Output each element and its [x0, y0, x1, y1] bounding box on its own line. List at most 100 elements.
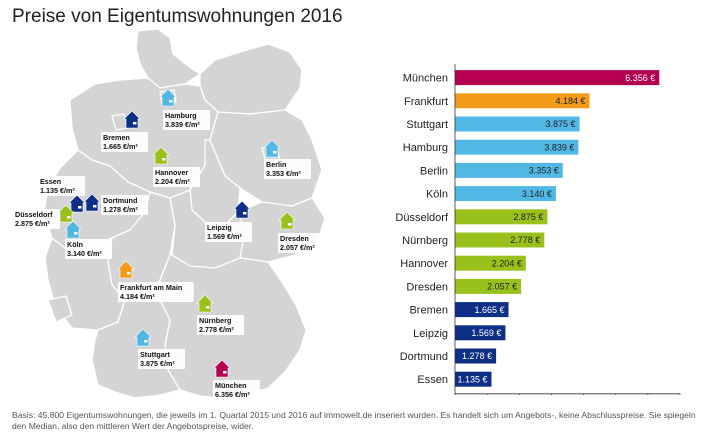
house-icon — [152, 146, 170, 165]
footnote: Basis: 45.800 Eigentumswohnungen, die je… — [12, 410, 696, 431]
category-label: Berlin — [420, 165, 448, 177]
map-city-label: Hamburg — [165, 111, 197, 120]
bar — [455, 302, 509, 318]
map-city-label: Stuttgart — [140, 350, 171, 359]
map-price-label: 1.278 €/m² — [103, 205, 138, 214]
value-label: 1.665 € — [474, 305, 504, 315]
bar — [455, 139, 579, 155]
map-price-label: 3.353 €/m² — [266, 169, 301, 178]
value-label: 3.875 € — [546, 119, 576, 129]
bar — [455, 162, 563, 178]
map-price-label: 2.875 €/m² — [15, 219, 50, 228]
map-price-label: 1.135 €/m² — [40, 186, 75, 195]
bar — [455, 232, 545, 248]
category-label: Dresden — [406, 281, 448, 293]
house-icon — [213, 359, 231, 378]
map-price-label: 1.665 €/m² — [103, 142, 138, 151]
germany-states — [43, 28, 326, 399]
bar — [455, 348, 497, 364]
state-saarland — [47, 295, 73, 323]
map-city-label: München — [215, 381, 247, 390]
house-icon — [278, 211, 296, 230]
value-label: 3.353 € — [529, 166, 559, 176]
house-icon — [123, 110, 141, 129]
value-label: 2.057 € — [487, 282, 517, 292]
house-icon — [233, 200, 251, 219]
house-icon — [68, 194, 86, 213]
bar — [455, 278, 522, 294]
bar-chart-inner: München 6.356 € Frankfurt 4.184 € Stuttgart 3… — [395, 64, 681, 395]
bar — [455, 186, 556, 202]
bar — [455, 93, 590, 109]
map-city-label: Bremen — [103, 133, 130, 142]
map-price-label: 2.204 €/m² — [155, 177, 190, 186]
value-label: 4.184 € — [555, 96, 585, 106]
category-label: Hannover — [400, 258, 448, 270]
bar — [455, 209, 548, 225]
category-label: München — [403, 73, 448, 85]
map-city-label: Dortmund — [103, 196, 137, 205]
map-price-label: 1.569 €/m² — [207, 232, 242, 241]
category-label: Essen — [417, 374, 448, 386]
house-icon — [83, 193, 101, 212]
value-label: 3.140 € — [522, 189, 552, 199]
house-icon — [159, 88, 177, 107]
value-label: 3.839 € — [544, 142, 574, 152]
bar — [455, 371, 492, 387]
value-label: 1.278 € — [462, 351, 492, 361]
value-label: 6.356 € — [625, 73, 655, 83]
bar — [455, 325, 506, 341]
category-label: Bremen — [409, 305, 448, 317]
category-label: Hamburg — [403, 142, 448, 154]
bar-chart: München 6.356 € Frankfurt 4.184 € Stuttgart 3… — [395, 64, 681, 395]
category-label: Frankfurt — [404, 96, 448, 108]
value-label: 1.569 € — [471, 328, 501, 338]
house-icon — [196, 294, 214, 313]
category-label: Leipzig — [413, 328, 448, 340]
value-label: 1.135 € — [457, 374, 487, 384]
map-city-label: Hannover — [155, 168, 188, 177]
value-label: 2.875 € — [513, 212, 543, 222]
map-city-label: Essen — [40, 177, 61, 186]
map-city-label: Frankfurt am Main — [120, 283, 182, 292]
map-price-label: 3.875 €/m² — [140, 359, 175, 368]
map-price-label: 2.057 €/m² — [280, 243, 315, 252]
map-city-label: Dresden — [280, 234, 309, 243]
value-label: 2.778 € — [510, 235, 540, 245]
house-icon — [263, 139, 281, 158]
map-city-label: Nürnberg — [199, 316, 231, 325]
category-label: Köln — [426, 189, 448, 201]
map-price-label: 3.140 €/m² — [67, 249, 102, 258]
chart-title: Preise von Eigentumswohnungen 2016 — [12, 6, 343, 27]
value-label: 2.204 € — [492, 258, 522, 268]
map-city-label: Köln — [67, 240, 83, 249]
map-price-label: 6.356 €/m² — [215, 390, 250, 399]
category-label: Düsseldorf — [395, 212, 449, 224]
map-price-label: 2.778 €/m² — [199, 325, 234, 334]
bar — [455, 255, 526, 271]
category-label: Nürnberg — [402, 235, 448, 247]
map-city-label: Düsseldorf — [15, 210, 53, 219]
map-city-label: Berlin — [266, 160, 286, 169]
house-icon — [117, 260, 135, 279]
category-label: Dortmund — [400, 351, 448, 363]
house-icon — [64, 220, 82, 239]
map-price-label: 3.839 €/m² — [165, 120, 200, 129]
state-schleswig-holstein — [135, 28, 201, 89]
category-label: Stuttgart — [406, 119, 448, 131]
